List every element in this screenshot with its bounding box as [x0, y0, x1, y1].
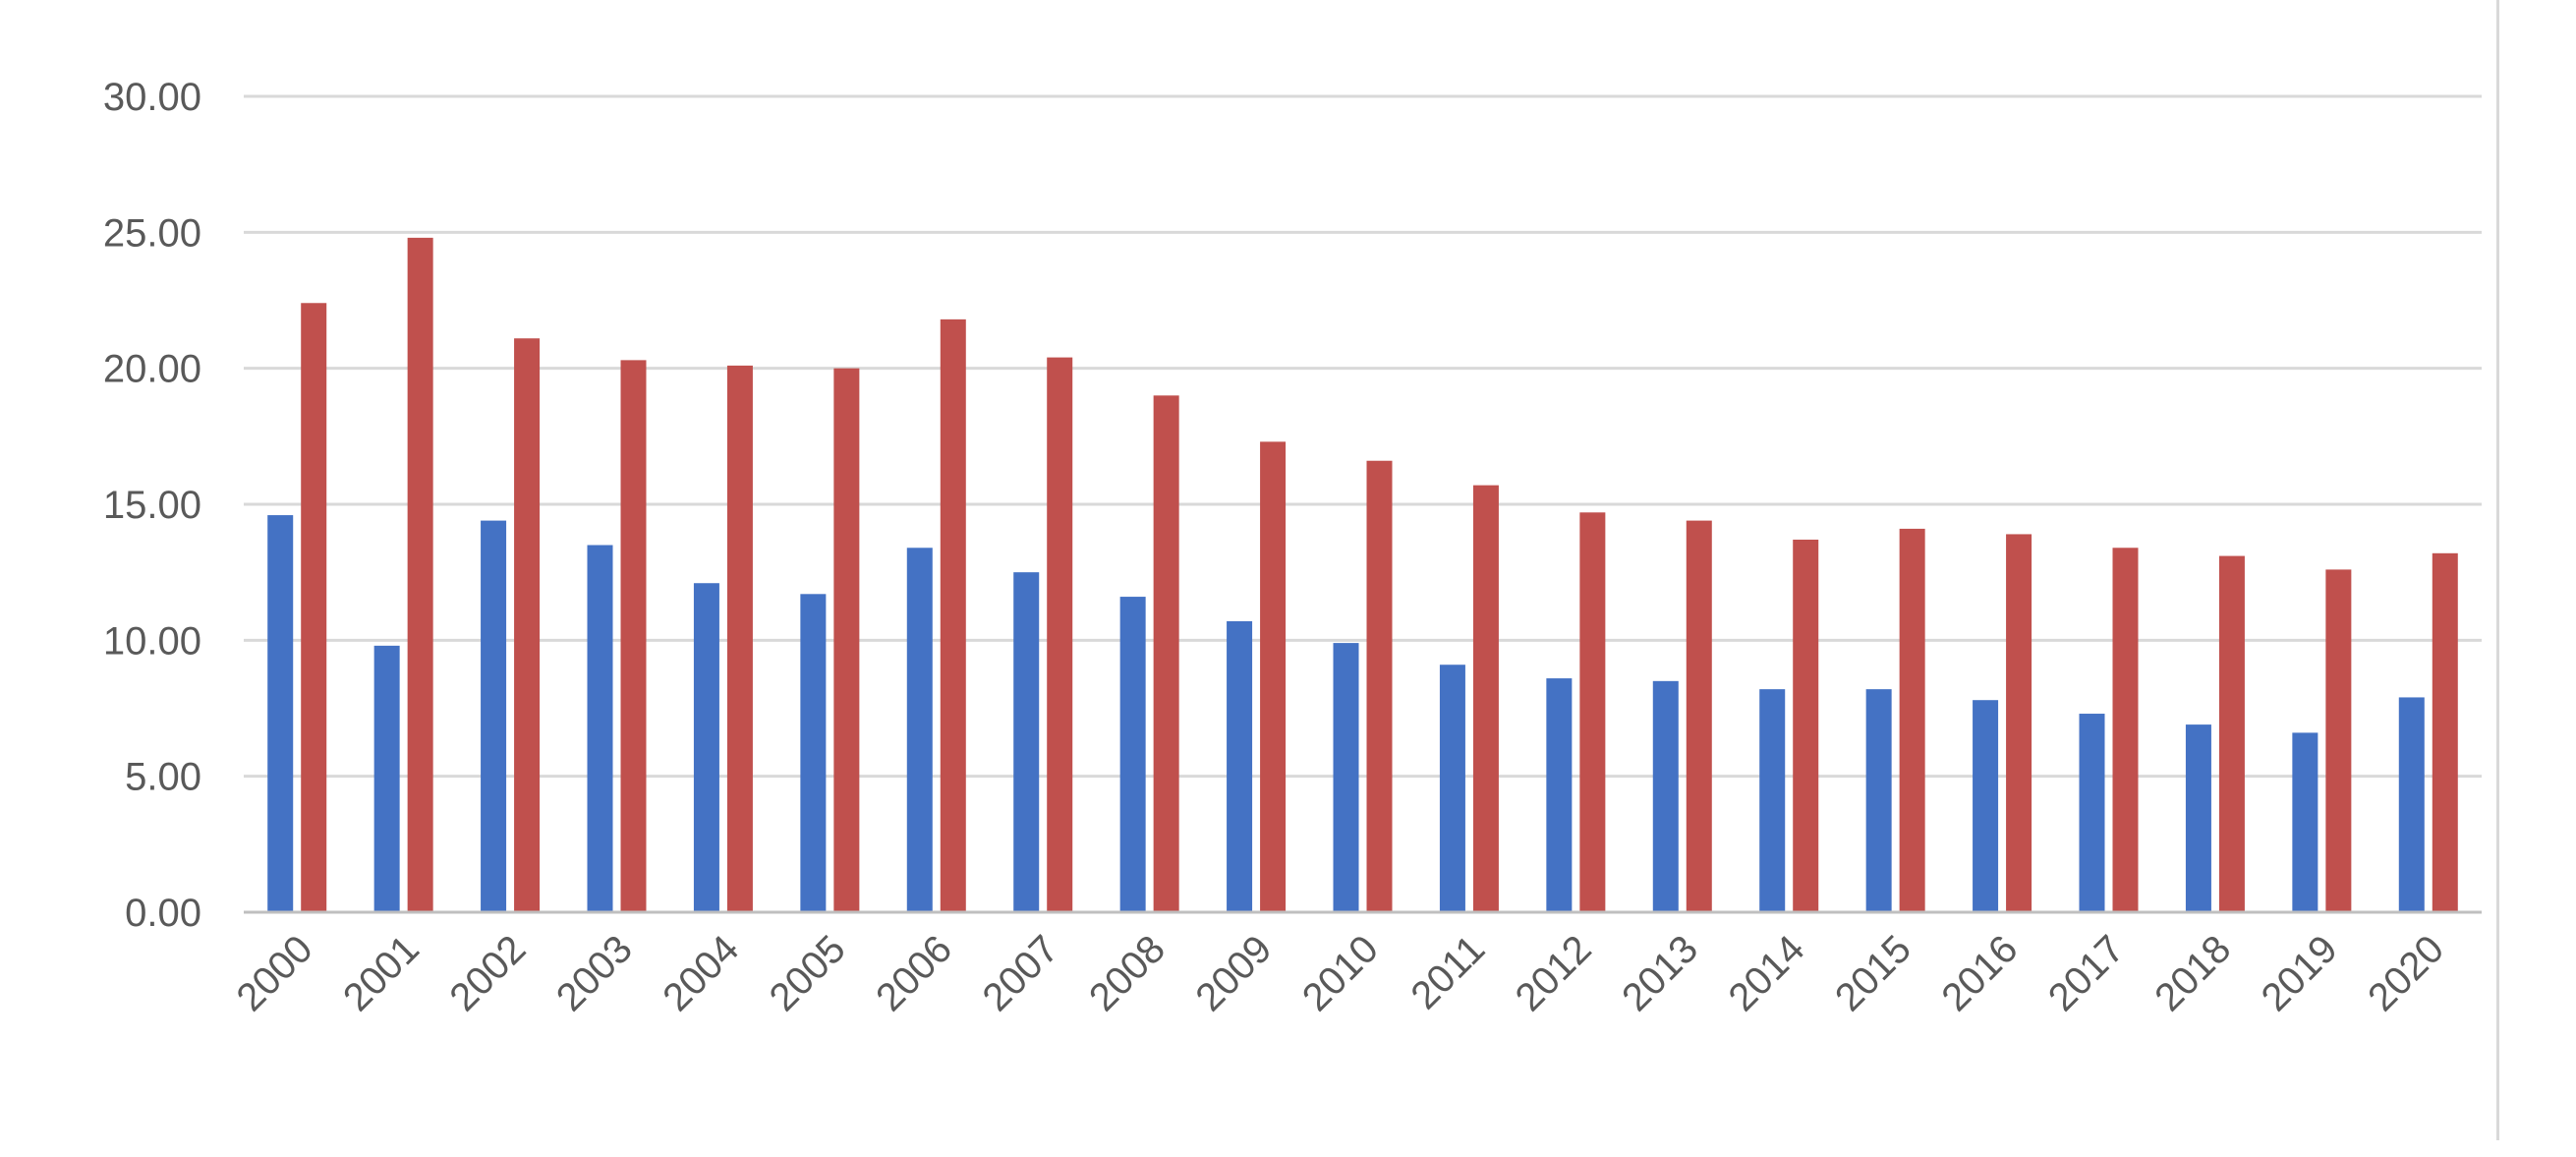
x-axis-ticks: 2000 2001 2002 2003 2004 2005 2006 2007 2008 2009… — [229, 927, 2453, 1019]
bar-series-2-2007 — [1047, 357, 1073, 913]
x-tick-label: 2018 — [2147, 927, 2239, 1019]
y-tick-label: 20.00 — [103, 348, 201, 391]
bars — [267, 237, 2458, 913]
bar-series-1-2005 — [800, 594, 827, 912]
bar-series-2-2019 — [2325, 569, 2352, 912]
x-tick-label: 2000 — [229, 927, 321, 1019]
bar-series-1-2014 — [1759, 689, 1786, 912]
x-tick-label: 2010 — [1294, 927, 1387, 1019]
x-tick-label: 2016 — [1933, 927, 2026, 1019]
x-tick-label: 2013 — [1614, 927, 1706, 1019]
x-tick-label: 2020 — [2360, 927, 2452, 1019]
x-tick-label: 2003 — [548, 927, 641, 1019]
bar-series-1-2008 — [1119, 597, 1146, 912]
y-tick-label: 10.00 — [103, 619, 201, 663]
bar-series-2-2020 — [2432, 552, 2458, 912]
bar-series-1-2013 — [1652, 680, 1679, 912]
x-tick-label: 2005 — [762, 927, 854, 1019]
y-axis-ticks: 0.00 5.00 10.00 15.00 20.00 25.00 30.00 — [103, 76, 201, 935]
bar-series-2-2003 — [620, 360, 647, 912]
bar-series-1-2003 — [587, 545, 613, 912]
y-tick-label: 25.00 — [103, 211, 201, 255]
bar-series-2-2015 — [1899, 528, 1925, 912]
bar-series-2-2002 — [514, 338, 541, 912]
bar-series-1-2002 — [481, 520, 507, 912]
bar-series-1-2011 — [1439, 665, 1465, 912]
bar-series-2-2005 — [833, 368, 860, 913]
x-tick-label: 2002 — [441, 927, 534, 1019]
bar-series-2-2006 — [940, 318, 966, 912]
x-tick-label: 2008 — [1081, 927, 1174, 1019]
bar-series-2-2009 — [1260, 441, 1287, 912]
bar-series-2-2010 — [1366, 460, 1393, 912]
bar-series-2-2008 — [1153, 395, 1179, 912]
x-tick-label: 2006 — [868, 927, 960, 1019]
x-tick-label: 2014 — [1721, 927, 1813, 1019]
x-tick-label: 2009 — [1187, 927, 1280, 1019]
bar-series-1-2004 — [693, 583, 719, 912]
y-tick-label: 15.00 — [103, 484, 201, 527]
bar-series-2-2001 — [407, 237, 433, 912]
y-tick-label: 0.00 — [125, 892, 201, 935]
bar-series-1-2012 — [1546, 678, 1573, 912]
x-tick-label: 2012 — [1508, 927, 1600, 1019]
bar-series-2-2000 — [301, 303, 327, 912]
bar-series-1-2020 — [2398, 697, 2425, 912]
bar-series-2-2004 — [726, 365, 753, 912]
x-tick-label: 2001 — [335, 927, 428, 1019]
x-tick-label: 2015 — [1827, 927, 1919, 1019]
bar-series-1-2019 — [2292, 732, 2318, 912]
bar-series-1-2015 — [1865, 689, 1892, 912]
x-tick-label: 2019 — [2254, 927, 2346, 1019]
bar-series-1-2007 — [1013, 572, 1040, 912]
y-tick-label: 5.00 — [125, 756, 201, 799]
bar-series-2-2017 — [2112, 548, 2139, 912]
x-tick-label: 2004 — [655, 927, 747, 1019]
bar-series-2-2016 — [2006, 534, 2032, 912]
bar-series-1-2006 — [906, 548, 933, 912]
bar-series-2-2011 — [1472, 485, 1499, 912]
gridlines — [244, 94, 2482, 779]
y-tick-label: 30.00 — [103, 76, 201, 119]
bar-series-1-2000 — [267, 515, 294, 912]
bar-series-1-2017 — [2079, 714, 2105, 912]
bar-series-1-2001 — [373, 645, 400, 912]
bar-series-2-2018 — [2218, 555, 2245, 912]
x-tick-label: 2007 — [975, 927, 1067, 1019]
bar-series-2-2014 — [1793, 539, 1819, 912]
chart-frame-border — [2496, 0, 2499, 1140]
x-tick-label: 2011 — [1402, 927, 1493, 1017]
bar-series-1-2010 — [1333, 643, 1359, 912]
bar-series-2-2013 — [1686, 520, 1712, 912]
bar-series-1-2018 — [2185, 724, 2211, 912]
x-tick-label: 2017 — [2040, 927, 2133, 1019]
bar-series-1-2009 — [1227, 620, 1253, 912]
bar-series-1-2016 — [1973, 700, 1999, 912]
bar-series-2-2012 — [1579, 512, 1606, 912]
